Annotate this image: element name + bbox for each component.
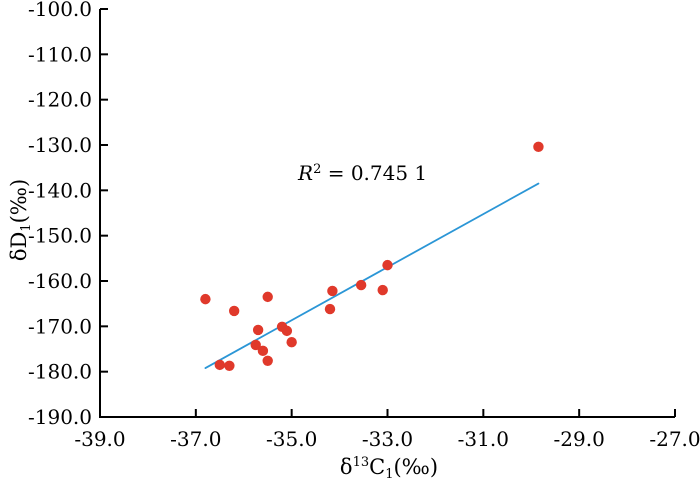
y-tick-label: -100.0 bbox=[28, 0, 92, 21]
x-tick-label: -39.0 bbox=[74, 427, 125, 451]
data-point bbox=[224, 360, 235, 371]
y-tick-label: -130.0 bbox=[28, 133, 92, 157]
x-tick-label: -33.0 bbox=[362, 427, 413, 451]
x-tick-label: -37.0 bbox=[170, 427, 221, 451]
y-tick-label: -110.0 bbox=[28, 42, 92, 66]
data-point bbox=[327, 285, 338, 297]
data-point bbox=[250, 339, 261, 351]
scatter-series bbox=[200, 141, 544, 371]
regression-trendline bbox=[204, 182, 540, 369]
data-point bbox=[281, 325, 293, 337]
x-axis-title: δ13C1(‰) bbox=[340, 455, 438, 482]
data-point bbox=[262, 355, 273, 366]
x-tick-label: -27.0 bbox=[649, 427, 700, 451]
data-point bbox=[262, 291, 273, 303]
y-tick-label: -140.0 bbox=[28, 178, 92, 202]
y-tick-label: -160.0 bbox=[28, 269, 92, 293]
data-point bbox=[200, 293, 211, 305]
y-tick-label: -120.0 bbox=[28, 88, 92, 112]
data-point bbox=[324, 303, 336, 315]
data-point bbox=[286, 337, 297, 348]
data-point bbox=[533, 141, 544, 153]
data-point bbox=[228, 305, 240, 317]
y-tick-label: -170.0 bbox=[28, 314, 92, 338]
data-point bbox=[252, 324, 264, 336]
data-point bbox=[377, 284, 388, 296]
data-point bbox=[382, 259, 393, 271]
data-point bbox=[355, 279, 367, 291]
y-tick-label: -150.0 bbox=[28, 224, 92, 248]
y-axis-title: δD1(‰) bbox=[7, 179, 34, 261]
x-tick-label: -31.0 bbox=[458, 427, 509, 451]
y-tick-label: -190.0 bbox=[28, 405, 92, 429]
y-tick-label: -180.0 bbox=[28, 360, 92, 384]
r-squared-annotation: R2 = 0.745 1 bbox=[297, 161, 427, 185]
x-tick-label: -35.0 bbox=[266, 427, 317, 451]
data-point bbox=[214, 359, 225, 371]
data-point bbox=[257, 345, 269, 357]
x-tick-label: -29.0 bbox=[554, 427, 605, 451]
